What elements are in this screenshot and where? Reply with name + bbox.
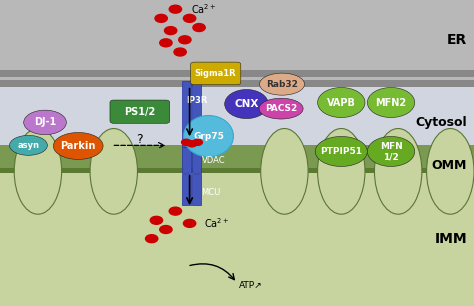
- Text: VAPB: VAPB: [327, 98, 356, 107]
- Ellipse shape: [54, 132, 103, 159]
- Text: PTPIP51: PTPIP51: [320, 147, 362, 156]
- Circle shape: [150, 216, 163, 224]
- Circle shape: [164, 27, 177, 35]
- Text: IP3R: IP3R: [186, 96, 208, 106]
- Circle shape: [155, 14, 167, 22]
- Ellipse shape: [259, 98, 303, 119]
- Text: asyn: asyn: [18, 141, 39, 150]
- Ellipse shape: [14, 129, 62, 214]
- Bar: [192, 81, 201, 147]
- Bar: [0, 86, 474, 147]
- Text: Cytosol: Cytosol: [415, 116, 467, 129]
- Text: Sigma1R: Sigma1R: [195, 69, 237, 78]
- Circle shape: [183, 219, 196, 227]
- Text: IMM: IMM: [434, 232, 467, 246]
- Bar: [182, 174, 191, 205]
- Text: Ca$^{2+}$: Ca$^{2+}$: [204, 216, 229, 230]
- FancyBboxPatch shape: [110, 100, 170, 123]
- Ellipse shape: [183, 116, 233, 157]
- Circle shape: [160, 226, 172, 233]
- Bar: [0, 145, 474, 171]
- Bar: [192, 147, 201, 173]
- Text: DJ-1: DJ-1: [34, 118, 56, 127]
- Bar: [0, 147, 474, 306]
- Ellipse shape: [225, 90, 268, 119]
- Bar: [0, 168, 474, 173]
- Circle shape: [169, 5, 182, 13]
- Circle shape: [182, 139, 191, 145]
- Text: MFN2: MFN2: [375, 98, 407, 107]
- Bar: [192, 174, 201, 205]
- Text: PACS2: PACS2: [265, 104, 297, 113]
- Ellipse shape: [374, 129, 422, 214]
- FancyBboxPatch shape: [191, 62, 241, 85]
- Circle shape: [187, 141, 197, 147]
- Circle shape: [146, 235, 158, 243]
- Ellipse shape: [367, 136, 415, 166]
- Circle shape: [160, 39, 172, 47]
- Bar: [182, 147, 191, 173]
- Ellipse shape: [24, 110, 66, 135]
- Circle shape: [193, 24, 205, 32]
- Bar: [182, 81, 191, 147]
- Text: Parkin: Parkin: [61, 141, 96, 151]
- Text: Grp75: Grp75: [193, 132, 224, 141]
- Text: ?: ?: [137, 133, 143, 146]
- Circle shape: [183, 14, 196, 22]
- Ellipse shape: [318, 129, 365, 214]
- Ellipse shape: [318, 88, 365, 118]
- Ellipse shape: [90, 129, 137, 214]
- Text: MCU: MCU: [201, 188, 221, 197]
- Ellipse shape: [427, 129, 474, 214]
- Circle shape: [174, 48, 186, 56]
- Text: CNX: CNX: [234, 99, 259, 109]
- Bar: [0, 80, 474, 87]
- Text: ATP↗: ATP↗: [239, 281, 263, 290]
- Circle shape: [179, 36, 191, 44]
- Text: Rab32: Rab32: [266, 80, 298, 89]
- Bar: [0, 70, 474, 77]
- Text: OMM: OMM: [431, 159, 467, 172]
- Bar: [0, 86, 474, 147]
- Bar: [0, 0, 474, 86]
- Bar: [0, 171, 474, 306]
- Ellipse shape: [259, 73, 304, 95]
- Circle shape: [193, 139, 202, 145]
- Ellipse shape: [367, 88, 415, 118]
- Text: ER: ER: [447, 33, 467, 47]
- Circle shape: [169, 207, 182, 215]
- Ellipse shape: [9, 136, 47, 155]
- Text: Ca$^{2+}$: Ca$^{2+}$: [191, 2, 217, 16]
- Ellipse shape: [261, 129, 308, 214]
- Ellipse shape: [315, 136, 367, 166]
- Text: PS1/2: PS1/2: [124, 107, 155, 117]
- Text: MFN
1/2: MFN 1/2: [380, 142, 402, 161]
- Text: VDAC: VDAC: [201, 156, 225, 165]
